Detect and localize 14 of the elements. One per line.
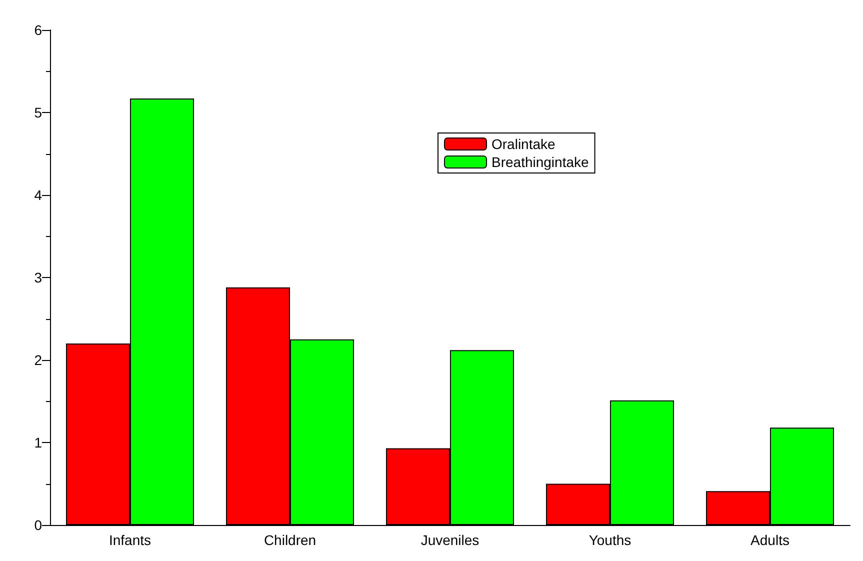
y-tick-label: 3 [34,270,42,286]
legend-label: Breathingintake [492,154,590,170]
y-tick-label: 6 [34,22,42,38]
y-tick-label: 4 [34,187,42,203]
x-tick-label: Adults [750,532,790,548]
legend-label: Oralintake [492,136,556,152]
x-tick-label: Children [264,532,316,548]
x-tick-label: Youths [588,532,632,548]
y-tick-label: 1 [34,434,42,450]
x-tick-label: Infants [108,532,152,548]
y-tick-label: 5 [34,104,42,120]
x-tick-label: Juveniles [420,532,480,548]
y-tick-label: 2 [34,352,42,368]
y-tick-label: 0 [34,517,42,533]
